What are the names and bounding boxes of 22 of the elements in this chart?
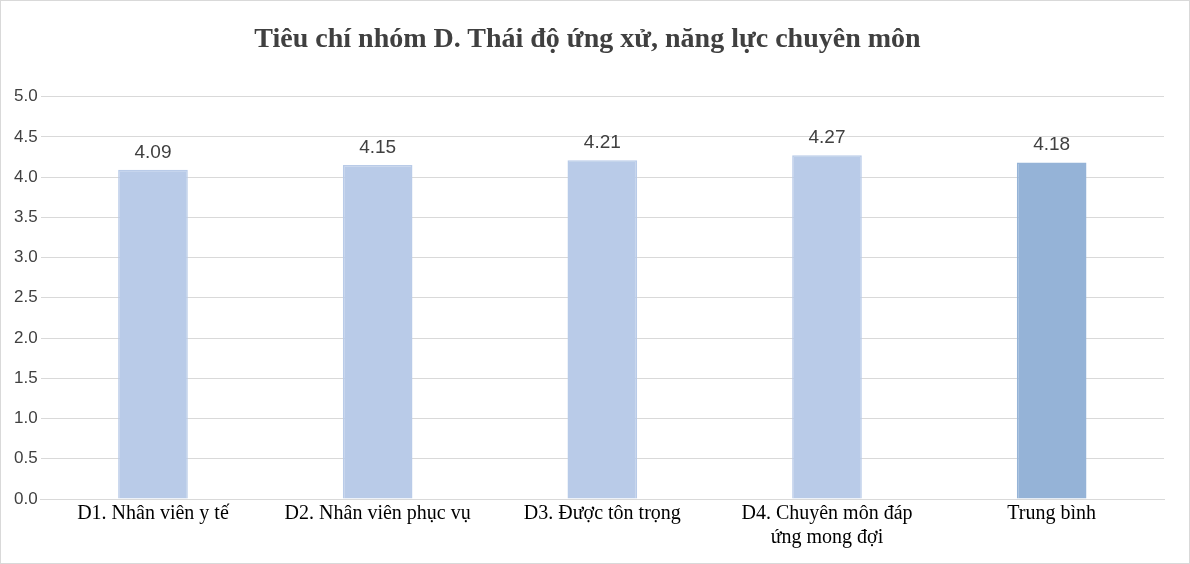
data-label: 4.15 [359, 135, 397, 157]
y-tick-label: 3.0 [13, 247, 38, 267]
y-tick-label: 0.5 [13, 448, 38, 468]
y-tick-label: 5.0 [13, 86, 38, 106]
y-tick-label: 1.0 [13, 408, 38, 428]
data-label: 4.09 [134, 140, 172, 162]
x-tick-label: D1. Nhân viên y tế [77, 501, 230, 525]
y-tick-label: 2.5 [13, 287, 38, 307]
x-tick-label: Trung bình [1007, 501, 1097, 525]
data-label: 4.18 [1033, 133, 1071, 155]
data-label: 4.27 [808, 126, 846, 148]
y-tick-label: 4.0 [13, 166, 38, 186]
chart-title: Tiêu chí nhóm D. Thái độ ứng xử, năng lực chuyên môn [254, 22, 922, 54]
x-tick-label: D2. Nhân viên phục vụ [284, 501, 471, 525]
y-tick-label: 0.0 [13, 488, 38, 508]
data-label: 4.21 [583, 130, 621, 152]
x-tick-label: D4. Chuyên môn đáp ứng mong đợi [741, 501, 913, 549]
y-tick-label: 3.5 [13, 207, 38, 227]
y-tick-label: 1.5 [13, 367, 38, 387]
x-tick-label: D3. Được tôn trọng [523, 501, 681, 525]
y-tick-label: 4.5 [13, 126, 38, 146]
y-tick-label: 2.0 [13, 327, 38, 347]
